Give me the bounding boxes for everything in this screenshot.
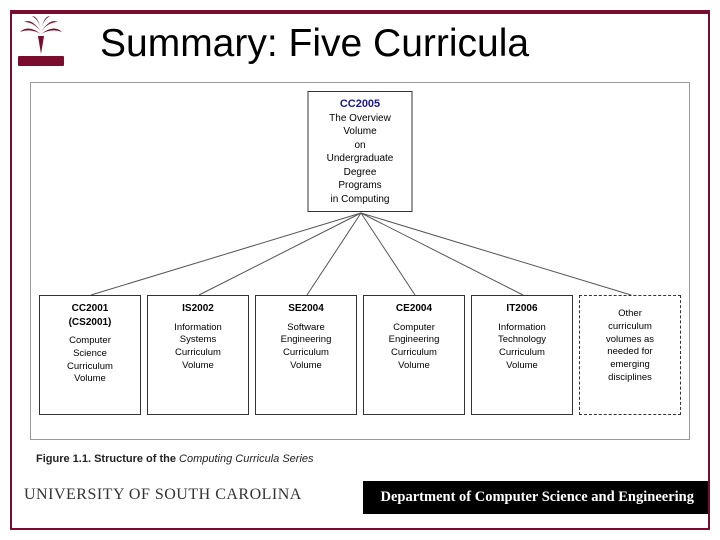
volume-line: Systems <box>152 334 244 347</box>
volume-code: CE2004 <box>368 302 460 316</box>
volume-line: Volume <box>476 360 568 373</box>
volume-code: SE2004 <box>260 302 352 316</box>
volume-line: Information <box>152 322 244 335</box>
overview-line: Volume <box>313 125 408 139</box>
volume-line: Computer <box>44 335 136 348</box>
overview-line: Programs <box>313 179 408 193</box>
university-logo <box>16 14 66 69</box>
footer-university: UNIVERSITY OF SOUTH CAROLINA <box>24 486 302 504</box>
volume-code: IT2006 <box>476 302 568 316</box>
volume-line: Other <box>584 308 676 321</box>
volume-line: Curriculum <box>368 347 460 360</box>
volume-box: SE2004 SoftwareEngineeringCurriculumVolum… <box>255 295 357 415</box>
caption-italic: Computing Curricula Series <box>179 453 314 465</box>
volume-line: Engineering <box>260 334 352 347</box>
volume-line: Information <box>476 322 568 335</box>
overview-line: The Overview <box>313 112 408 126</box>
volume-line: Engineering <box>368 334 460 347</box>
volume-line: Volume <box>44 373 136 386</box>
diagram-area: CC2005 The OverviewVolumeonUndergraduate… <box>30 82 690 465</box>
footer-department: Department of Computer Science and Engin… <box>363 481 708 514</box>
overview-line: Undergraduate <box>313 152 408 166</box>
volume-line: Technology <box>476 334 568 347</box>
overview-line: in Computing <box>313 193 408 207</box>
volume-line: curriculum <box>584 321 676 334</box>
volume-line: Curriculum <box>152 347 244 360</box>
logo-base-bar <box>18 56 64 66</box>
volume-box: CC2001(CS2001) ComputerScienceCurriculumV… <box>39 295 141 415</box>
figure-caption: Figure 1.1. Structure of the Computing C… <box>36 453 314 465</box>
volume-line: Science <box>44 348 136 361</box>
volume-code: IS2002 <box>152 302 244 316</box>
overview-line: on <box>313 139 408 153</box>
overview-text: The OverviewVolumeonUndergraduateDegreeP… <box>313 112 408 207</box>
overview-code: CC2005 <box>313 97 408 112</box>
volume-line: Volume <box>152 360 244 373</box>
volume-line: Curriculum <box>44 361 136 374</box>
overview-line: Degree <box>313 166 408 180</box>
volume-line: Volume <box>260 360 352 373</box>
volumes-row: CC2001(CS2001)ComputerScienceCurriculumV… <box>39 295 681 415</box>
volume-line: Curriculum <box>260 347 352 360</box>
palmetto-tree-icon <box>18 14 64 54</box>
overview-volume-box: CC2005 The OverviewVolumeonUndergraduate… <box>308 91 413 212</box>
volume-line: emerging <box>584 359 676 372</box>
top-accent-bar <box>10 10 710 14</box>
volume-line: Computer <box>368 322 460 335</box>
volume-box: IS2002 InformationSystemsCurriculumVolume <box>147 295 249 415</box>
volume-line: disciplines <box>584 372 676 385</box>
volume-code: CC2001 <box>44 302 136 316</box>
volume-box: IT2006 InformationTechnologyCurriculumVol… <box>471 295 573 415</box>
volume-subcode: (CS2001) <box>44 316 136 330</box>
volume-line: needed for <box>584 346 676 359</box>
figure-frame: CC2005 The OverviewVolumeonUndergraduate… <box>30 82 690 440</box>
volume-box: CE2004 ComputerEngineeringCurriculumVolum… <box>363 295 465 415</box>
slide-title: Summary: Five Curricula <box>100 22 690 66</box>
volume-line: volumes as <box>584 334 676 347</box>
volume-line: Volume <box>368 360 460 373</box>
caption-prefix: Figure 1.1. Structure of the <box>36 453 179 465</box>
volume-line: Software <box>260 322 352 335</box>
volume-box: Othercurriculumvolumes asneeded foremerg… <box>579 295 681 415</box>
volume-line: Curriculum <box>476 347 568 360</box>
